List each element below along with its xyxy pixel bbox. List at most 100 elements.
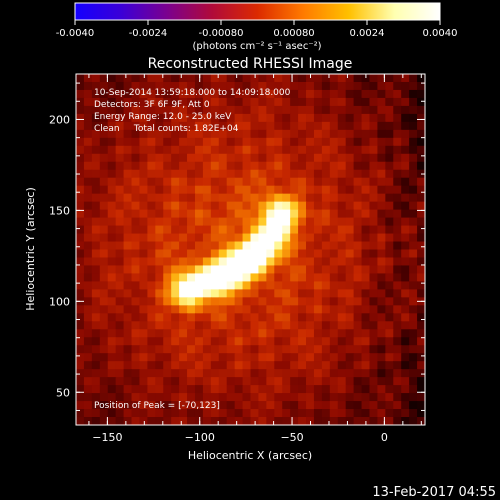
image-pixel (353, 97, 363, 107)
image-pixel (131, 417, 141, 425)
image-pixel (226, 129, 236, 139)
image-pixel (123, 169, 133, 179)
image-pixel (377, 233, 386, 243)
image-pixel (250, 273, 260, 283)
image-pixel (163, 177, 172, 187)
image-pixel (155, 185, 164, 195)
image-pixel (282, 233, 291, 243)
image-pixel (210, 281, 220, 290)
image-pixel (266, 361, 275, 370)
image-pixel (258, 169, 267, 179)
image-pixel (155, 305, 164, 314)
image-pixel (218, 233, 228, 243)
image-pixel (321, 401, 331, 410)
image-pixel (115, 233, 125, 243)
image-pixel (298, 249, 307, 259)
image-pixel (107, 105, 117, 115)
image-pixel (282, 377, 291, 386)
image-pixel (242, 217, 252, 227)
image-pixel (274, 74, 283, 83)
image-pixel (139, 409, 148, 418)
image-pixel (155, 74, 164, 83)
image-pixel (242, 369, 252, 378)
image-pixel (76, 121, 85, 131)
image-pixel (353, 217, 363, 227)
image-pixel (329, 329, 339, 338)
image-pixel (99, 249, 109, 259)
image-pixel (258, 233, 267, 243)
image-pixel (131, 409, 141, 418)
image-pixel (83, 265, 93, 275)
image-pixel (83, 321, 93, 330)
image-pixel (226, 201, 236, 211)
image-pixel (266, 337, 275, 346)
image-pixel (242, 81, 252, 91)
image-pixel (258, 74, 267, 83)
image-pixel (313, 265, 323, 275)
image-pixel (353, 281, 363, 290)
image-pixel (250, 409, 260, 418)
image-pixel (242, 313, 252, 322)
image-pixel (266, 329, 275, 338)
image-pixel (163, 345, 172, 354)
image-pixel (361, 361, 371, 370)
image-pixel (274, 377, 283, 386)
image-pixel (266, 345, 275, 354)
image-pixel (321, 201, 331, 211)
image-pixel (409, 329, 418, 338)
image-pixel (274, 97, 283, 107)
image-pixel (91, 233, 101, 243)
image-pixel (76, 337, 85, 346)
image-pixel (313, 257, 323, 267)
image-pixel (83, 329, 93, 338)
image-pixel (131, 129, 141, 139)
image-pixel (298, 129, 307, 139)
image-pixel (361, 337, 371, 346)
image-pixel (361, 233, 371, 243)
image-pixel (91, 337, 101, 346)
image-pixel (187, 353, 196, 362)
image-pixel (369, 89, 379, 99)
image-pixel (83, 233, 93, 243)
image-pixel (163, 265, 172, 275)
image-pixel (115, 81, 125, 91)
image-pixel (131, 393, 141, 402)
image-pixel (115, 377, 125, 386)
image-pixel (147, 393, 156, 402)
image-pixel (139, 129, 148, 139)
image-pixel (290, 121, 299, 131)
image-pixel (345, 145, 355, 155)
image-pixel (187, 153, 196, 163)
image-pixel (250, 249, 260, 259)
image-pixel (187, 289, 196, 298)
image-pixel (115, 74, 125, 83)
image-pixel (147, 361, 156, 370)
image-pixel (187, 241, 196, 251)
image-pixel (91, 361, 101, 370)
image-pixel (91, 289, 101, 298)
image-pixel (242, 353, 252, 362)
image-pixel (226, 401, 236, 410)
image-pixel (91, 273, 101, 283)
image-pixel (401, 209, 410, 219)
image-pixel (409, 345, 418, 354)
image-pixel (417, 289, 425, 298)
image-pixel (107, 177, 117, 187)
image-pixel (226, 329, 236, 338)
image-pixel (290, 105, 299, 115)
image-pixel (234, 193, 244, 203)
image-pixel (337, 273, 347, 283)
image-pixel (123, 281, 133, 290)
image-pixel (377, 105, 386, 115)
image-pixel (385, 401, 394, 410)
image-pixel (345, 377, 355, 386)
y-tick-label: 50 (56, 386, 70, 399)
image-pixel (417, 105, 425, 115)
image-pixel (131, 345, 141, 354)
image-pixel (131, 297, 141, 306)
image-pixel (187, 337, 196, 346)
image-pixel (345, 249, 355, 259)
image-pixel (139, 249, 148, 259)
image-pixel (377, 249, 386, 259)
image-pixel (377, 161, 386, 171)
